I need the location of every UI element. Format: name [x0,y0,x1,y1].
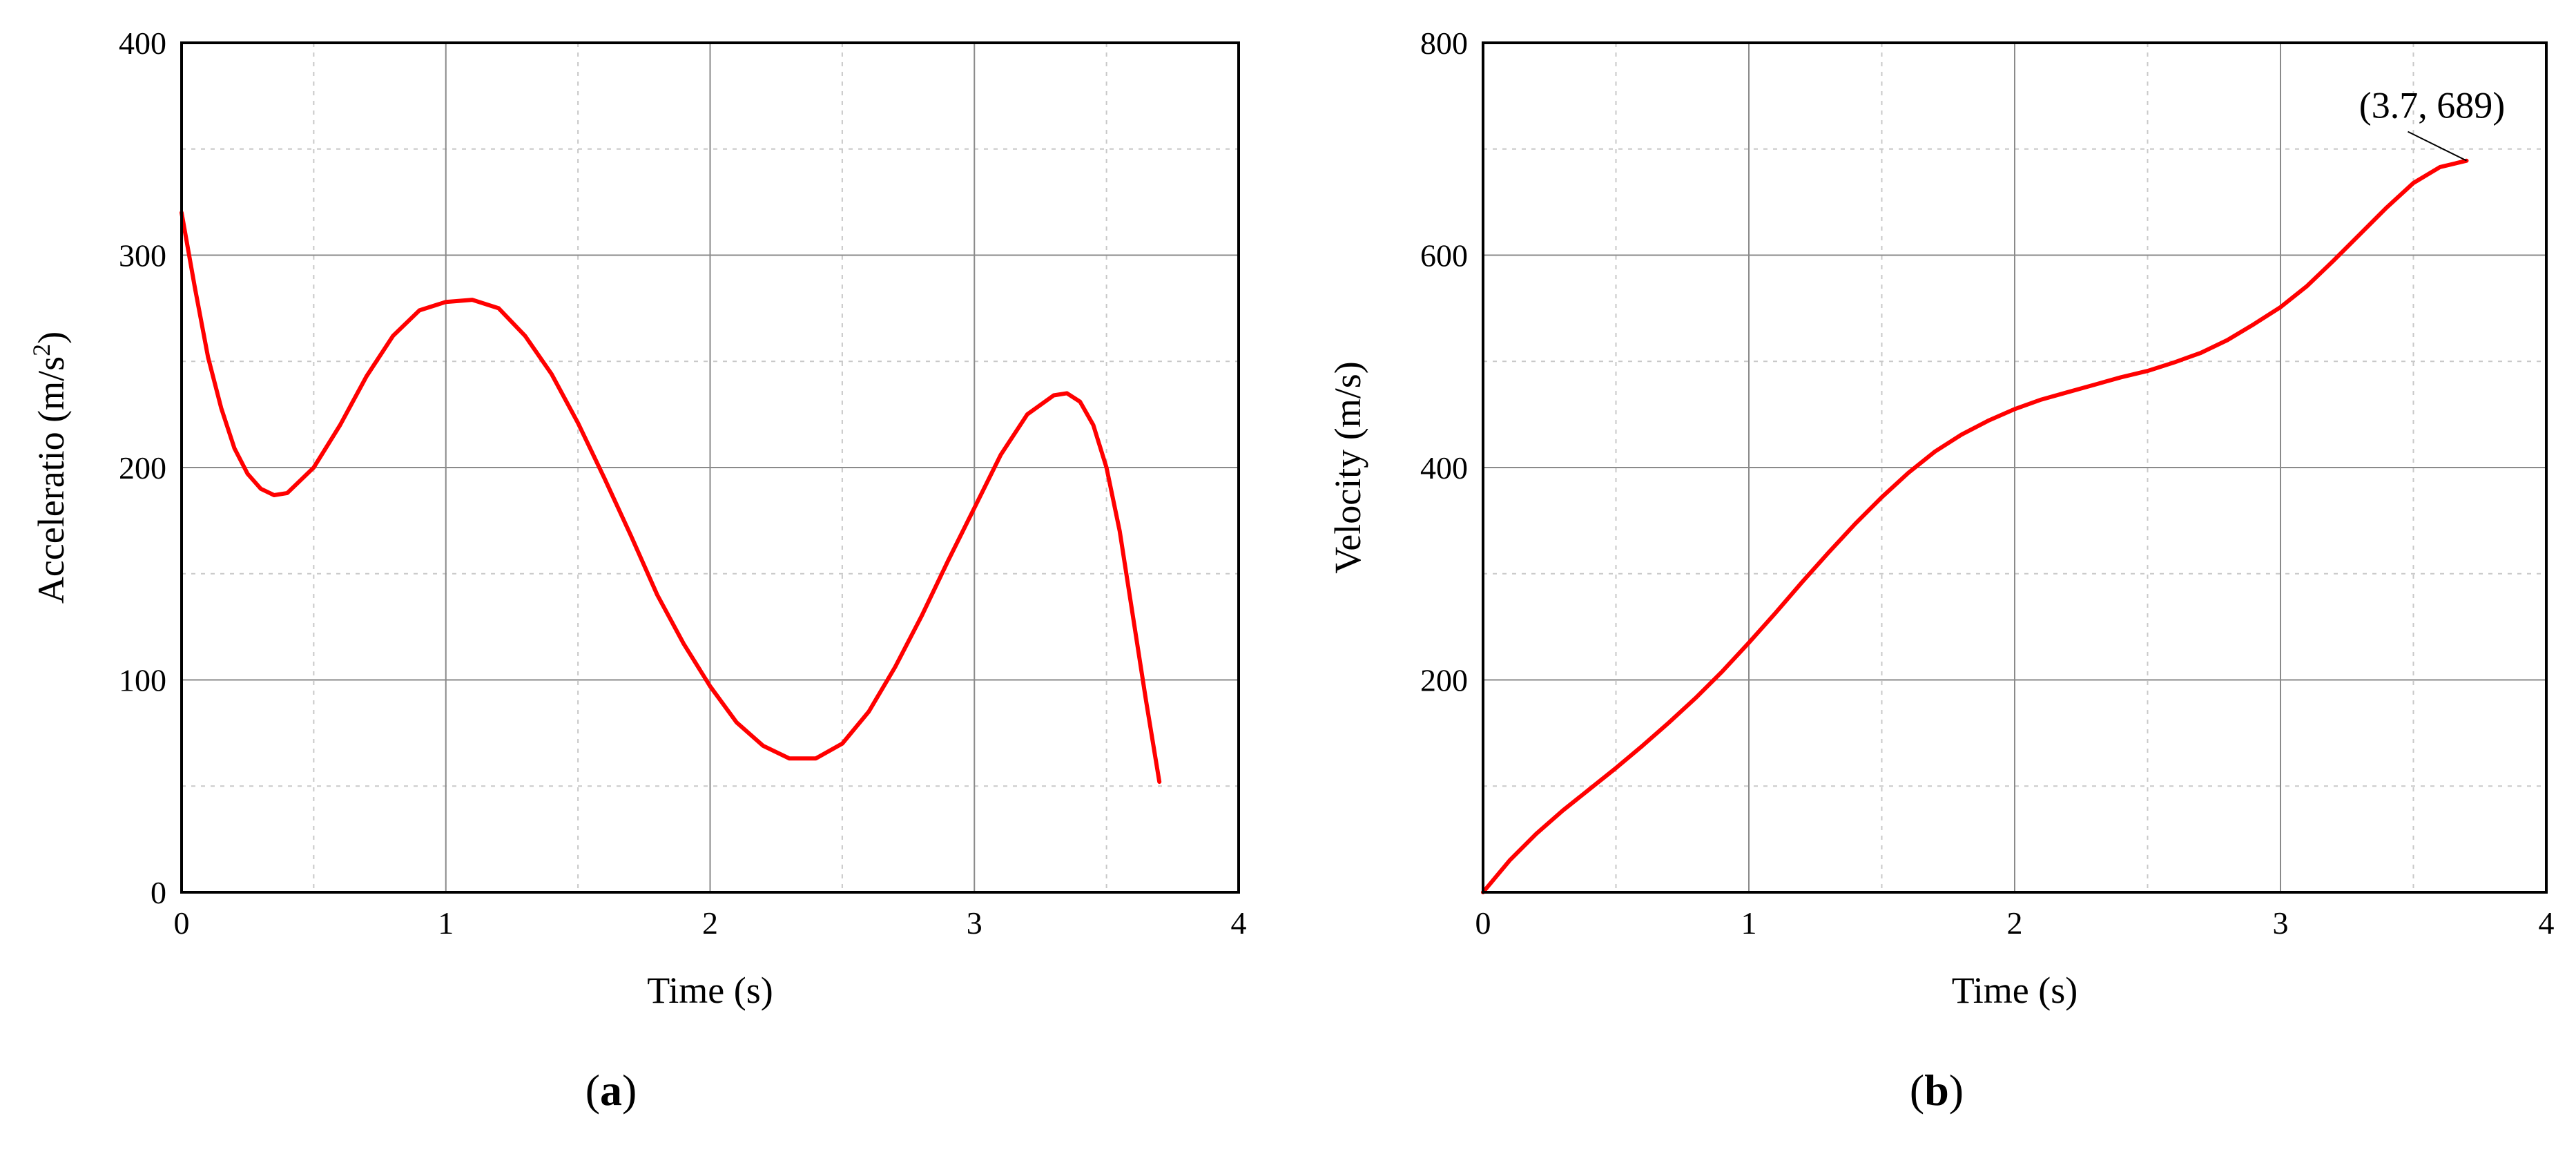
x-tick-label: 1 [438,905,454,941]
minor-grid [182,43,1239,892]
data-line [180,211,1162,785]
panel-label-close: ) [622,1066,637,1115]
x-axis-label: Time (s) [1952,970,2078,1011]
plot-frame [1482,41,2548,894]
panel-label: (a) [585,1066,637,1115]
y-axis-label-suffix: ) [30,331,72,344]
x-tick-label: 3 [2273,905,2289,941]
x-tick-label: 2 [702,905,718,941]
y-tick-label: 600 [1420,238,1468,273]
panel-label-letter: a [600,1066,622,1115]
panel-label-close: ) [1949,1066,1964,1115]
x-tick-label: 3 [967,905,982,941]
x-tick-label: 1 [1741,905,1757,941]
y-axis-label: Acceleratio (m/s2) [28,331,72,604]
x-tick-label: 2 [2007,905,2023,941]
x-axis-label: Time (s) [647,970,773,1011]
x-tick-label: 4 [1231,905,1247,941]
y-tick-label: 800 [1420,26,1468,61]
major-grid [1483,43,2546,892]
panel-label: (b) [1910,1066,1964,1115]
data-line [1481,158,2469,894]
y-axis-label-main: Velocity (m/s) [1327,361,1368,573]
panel-a: 0 1 2 3 4 0 100 200 300 400 Time (s) Acceleratio (m… [28,26,1247,1115]
x-tick-label: 4 [2539,905,2555,941]
panel-label-open: ( [585,1066,600,1115]
y-tick-label: 100 [119,663,166,698]
annotation-label: (3.7, 689) [2359,85,2505,126]
major-grid [182,43,1239,892]
panel-b: 0 1 2 3 4 200 400 600 800 Time (s) Velocity (m/s) (… [1327,26,2555,1115]
y-tick-label: 400 [119,26,166,61]
panel-label-letter: b [1924,1066,1949,1115]
y-axis-label: Velocity (m/s) [1327,361,1368,573]
panel-label-open: ( [1910,1066,1924,1115]
plot-frame [180,41,1240,894]
y-tick-label: 400 [1420,450,1468,485]
y-tick-label: 200 [1420,663,1468,698]
y-tick-label: 300 [119,238,166,273]
annotation-leader-line [2408,131,2467,162]
x-tick-label: 0 [174,905,190,941]
y-tick-label: 0 [151,875,166,910]
y-tick-label: 200 [119,450,166,485]
y-axis-label-main: Acceleratio (m/s [30,356,72,604]
y-axis-label-superscript: 2 [28,344,55,356]
x-tick-label: 0 [1475,905,1491,941]
